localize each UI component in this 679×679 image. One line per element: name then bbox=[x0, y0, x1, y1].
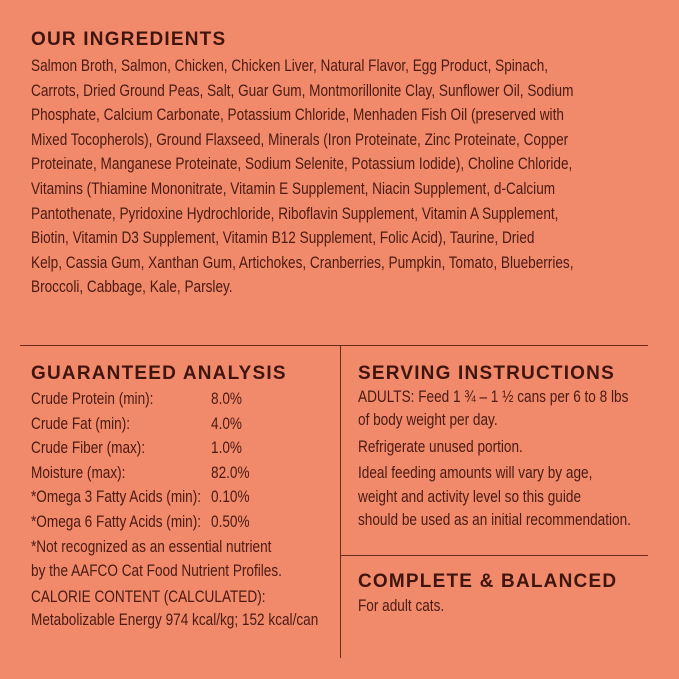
ingredients-line: Carrots, Dried Ground Peas, Salt, Guar G… bbox=[31, 80, 574, 100]
serving-line: of body weight per day. bbox=[358, 410, 498, 429]
ingredients-line: Broccoli, Cabbage, Kale, Parsley. bbox=[31, 277, 233, 297]
ingredients-title: OUR INGREDIENTS bbox=[31, 29, 227, 50]
footnote-line: by the AAFCO Cat Food Nutrient Profiles. bbox=[31, 561, 282, 580]
divider-vertical bbox=[340, 346, 341, 658]
analysis-value: 1.0% bbox=[211, 438, 242, 457]
ingredients-line: Biotin, Vitamin D3 Supplement, Vitamin B… bbox=[31, 228, 535, 248]
serving-title: SERVING INSTRUCTIONS bbox=[358, 363, 615, 384]
ingredients-line: Proteinate, Manganese Proteinate, Sodium… bbox=[31, 154, 573, 174]
analysis-label: *Omega 6 Fatty Acids (min): bbox=[31, 511, 202, 531]
complete-title: COMPLETE & BALANCED bbox=[358, 571, 618, 592]
ingredients-line: Vitamins (Thiamine Mononitrate, Vitamin … bbox=[31, 179, 556, 198]
divider-horizontal bbox=[20, 345, 648, 346]
ingredients-line: Mixed Tocopherols), Ground Flaxseed, Min… bbox=[31, 129, 569, 149]
calorie-heading: CALORIE CONTENT (CALCULATED): bbox=[31, 587, 266, 606]
analysis-label: Moisture (max): bbox=[31, 462, 126, 482]
calorie-value: Metabolizable Energy 974 kcal/kg; 152 kc… bbox=[31, 610, 319, 629]
ingredients-line: Phosphate, Calcium Carbonate, Potassium … bbox=[31, 105, 564, 125]
serving-line: weight and activity level so this guide bbox=[358, 487, 582, 506]
serving-line: Refrigerate unused portion. bbox=[358, 437, 523, 456]
analysis-value: 0.50% bbox=[211, 511, 250, 531]
serving-line: ADULTS: Feed 1 ¾ – 1 ½ cans per 6 to 8 l… bbox=[358, 387, 629, 406]
analysis-value: 82.0% bbox=[211, 462, 250, 482]
analysis-value: 4.0% bbox=[211, 413, 242, 433]
ingredients-line: Kelp, Cassia Gum, Xanthan Gum, Artichoke… bbox=[31, 252, 574, 272]
serving-line: should be used as an initial recommendat… bbox=[358, 510, 631, 529]
complete-text: For adult cats. bbox=[358, 596, 445, 615]
ingredients-line: Pantothenate, Pyridoxine Hydrochloride, … bbox=[31, 203, 559, 223]
analysis-label: Crude Fiber (max): bbox=[31, 438, 146, 457]
analysis-label: *Omega 3 Fatty Acids (min): bbox=[31, 487, 202, 506]
ingredients-line: Salmon Broth, Salmon, Chicken, Chicken L… bbox=[31, 56, 549, 75]
analysis-value: 8.0% bbox=[211, 389, 242, 408]
divider-right bbox=[340, 555, 648, 556]
serving-line: Ideal feeding amounts will vary by age, bbox=[358, 463, 593, 482]
footnote-line: *Not recognized as an essential nutrient bbox=[31, 537, 272, 556]
analysis-value: 0.10% bbox=[211, 487, 250, 506]
analysis-label: Crude Protein (min): bbox=[31, 389, 154, 408]
analysis-label: Crude Fat (min): bbox=[31, 413, 130, 433]
analysis-title: GUARANTEED ANALYSIS bbox=[31, 363, 287, 384]
